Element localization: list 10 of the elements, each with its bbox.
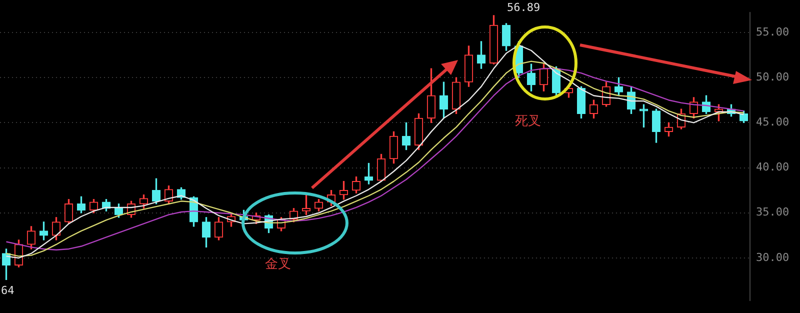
annotation: 64	[1, 284, 14, 297]
y-tick-label: 40.00	[756, 160, 790, 174]
y-tick-label: 50.00	[756, 70, 790, 84]
y-tick-label: 55.00	[756, 25, 790, 38]
y-tick-label: 35.00	[756, 206, 790, 219]
y-tick-label: 45.00	[756, 116, 790, 129]
annotation: 金叉	[265, 256, 291, 273]
y-tick-label: 30.00	[756, 250, 790, 264]
annotation: 死叉	[515, 113, 541, 130]
annotation: 56.89	[507, 1, 540, 14]
